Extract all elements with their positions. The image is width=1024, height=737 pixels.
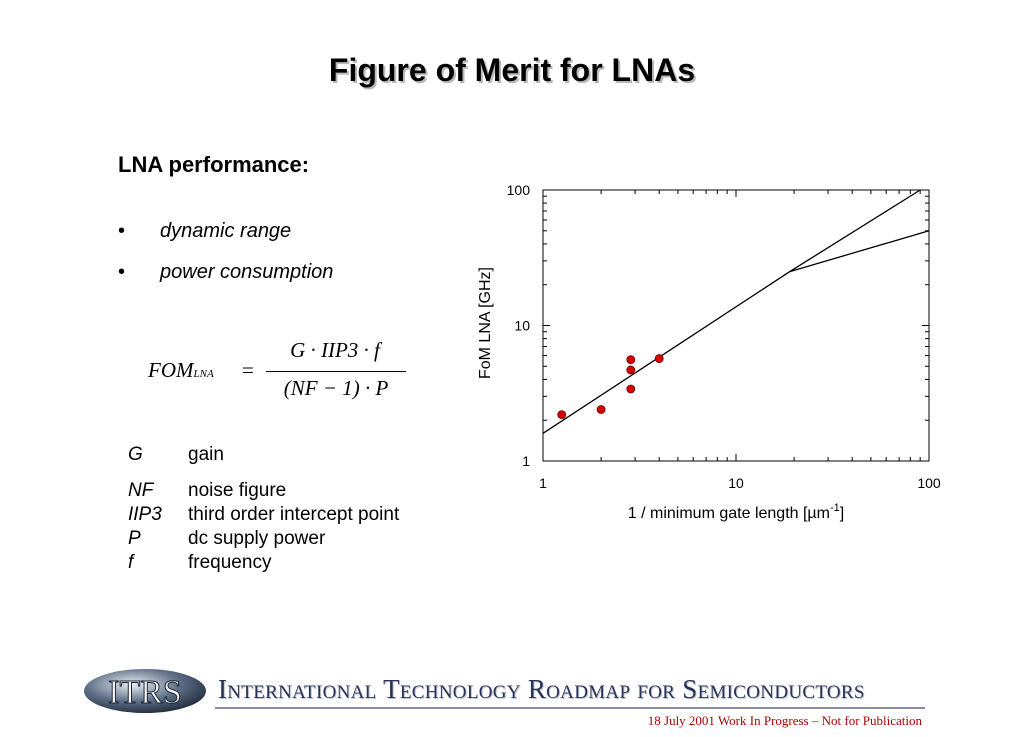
formula-equals: = xyxy=(242,358,254,382)
y-tick-label: 100 xyxy=(507,182,531,198)
definition-symbol: G xyxy=(128,444,143,465)
definition-meaning: third order intercept point xyxy=(188,504,400,525)
formula-numerator: G · IIP3 · f xyxy=(290,338,380,362)
bullet-text: power consumption xyxy=(160,261,334,283)
y-tick-label: 1 xyxy=(522,453,530,469)
logo-text: ITRS xyxy=(108,674,182,711)
trend-line xyxy=(542,189,921,434)
definition-meaning: frequency xyxy=(188,552,272,573)
section-heading: LNA performance: xyxy=(118,152,310,177)
bullet-item: • dynamic range xyxy=(118,220,333,261)
x-axis-label-text: 1 / minimum gate length [µm xyxy=(628,505,830,522)
definition-symbol: P xyxy=(128,528,141,549)
itrs-logo-globe-icon: ITRS xyxy=(84,669,206,713)
bullet-text: dynamic range xyxy=(160,220,292,242)
x-axis-label-superscript: -1 xyxy=(830,502,840,514)
definition-row: G gain xyxy=(128,440,399,466)
formula-lhs-subscript: LNA xyxy=(193,368,214,380)
x-tick-label: 100 xyxy=(917,475,941,491)
definition-row: NF noise figure xyxy=(128,466,399,502)
formula-denominator: (NF − 1) · P xyxy=(283,376,389,400)
plot-area: 1 10 100 1 10 100 xyxy=(507,182,941,491)
definition-symbol: f xyxy=(128,552,134,573)
definition-symbol: IIP3 xyxy=(128,504,162,525)
data-point xyxy=(557,410,567,420)
symbol-definitions: G gain NF noise figure IIP3 third order … xyxy=(128,440,399,574)
definition-meaning: dc supply power xyxy=(188,528,326,549)
definition-symbol: NF xyxy=(128,480,154,501)
footer-note: 18 July 2001 Work In Progress – Not for … xyxy=(647,713,922,728)
data-point xyxy=(626,365,636,375)
plot-frame xyxy=(542,189,930,462)
definition-meaning: noise figure xyxy=(188,480,287,501)
definition-row: f frequency xyxy=(128,550,399,574)
data-point xyxy=(626,384,636,394)
formula-lhs-text: FOM xyxy=(148,358,194,382)
footer-divider xyxy=(215,707,925,709)
bullet-item: • power consumption xyxy=(118,261,333,302)
definition-row: IIP3 third order intercept point xyxy=(128,502,399,526)
definition-row: P dc supply power xyxy=(128,526,399,550)
trend-line xyxy=(789,230,930,273)
y-axis-label: FoM LNA [GHz] xyxy=(477,267,494,379)
definition-meaning: gain xyxy=(188,444,224,465)
slide-title: Figure of Merit for LNAs xyxy=(328,52,696,88)
bullet-icon: • xyxy=(118,220,126,242)
data-point xyxy=(654,354,664,363)
bullet-list: • dynamic range • power consumption xyxy=(118,220,333,302)
y-tick-label: 10 xyxy=(514,318,530,334)
organization-name: International Technology Roadmap for Sem… xyxy=(218,674,865,704)
data-point xyxy=(596,405,606,414)
fom-chart: 1 10 100 1 10 100 FoM LNA [GHz] 1 / minimum g… xyxy=(477,182,941,522)
x-tick-label: 1 xyxy=(539,475,547,491)
x-axis-label-suffix: ] xyxy=(840,505,844,522)
x-axis-label: 1 / minimum gate length [µm-1] xyxy=(628,502,844,522)
bullet-icon: • xyxy=(118,261,126,283)
x-tick-label: 10 xyxy=(728,475,744,491)
data-point xyxy=(626,355,636,365)
formula-lhs: FOMLNA xyxy=(148,358,214,383)
fraction-bar xyxy=(266,371,406,372)
